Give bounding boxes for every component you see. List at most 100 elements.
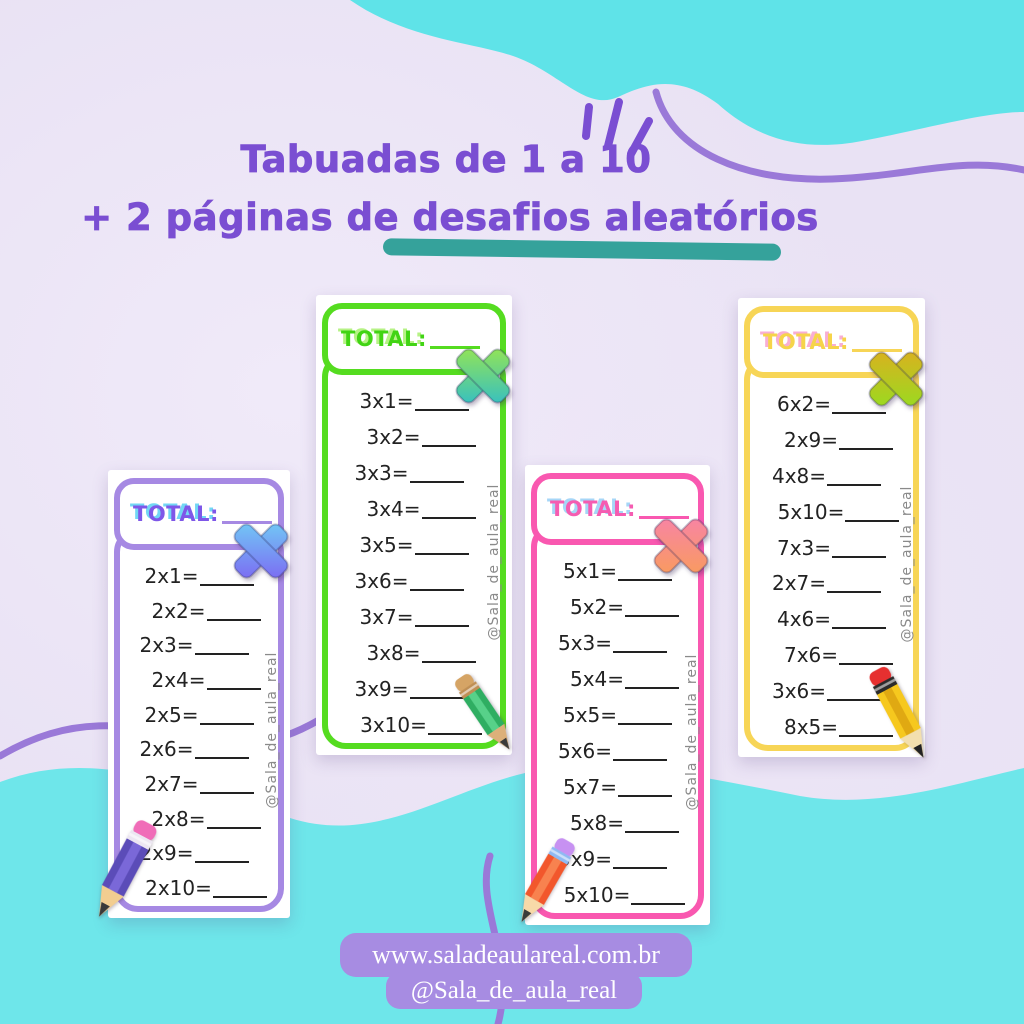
pencil-icon xyxy=(455,673,510,750)
answer-blank xyxy=(194,752,249,760)
equation-row: 3x2= xyxy=(331,427,511,447)
answer-blank xyxy=(839,730,894,737)
watermark-vertical: @Sala_de_aula_real xyxy=(264,651,280,809)
equation-text: 3x1= xyxy=(359,389,414,413)
worksheet-card: TOTAL: 2x1= 2x2= 2x3= 2x4= 2x5= 2x xyxy=(99,470,290,918)
equation-row: 5x3= xyxy=(528,633,697,653)
equation-text: 3x3= xyxy=(354,461,409,485)
answer-blank xyxy=(199,787,254,794)
equation-text: 2x8= xyxy=(151,806,206,831)
equation-text: 3x4= xyxy=(366,497,421,521)
equation-text: 5x3= xyxy=(557,631,613,655)
answer-blank xyxy=(839,443,894,450)
equation-row: 8x5= xyxy=(753,717,924,737)
equation-row: 5x7= xyxy=(533,777,702,797)
answer-blank xyxy=(618,574,673,581)
equation-row: 5x6= xyxy=(528,741,697,761)
watermark-vertical: @Sala_de_aula_real xyxy=(486,483,502,641)
answer-blank xyxy=(206,683,261,690)
total-label: TOTAL: xyxy=(550,497,636,521)
equation-text: 5x10= xyxy=(563,883,631,907)
equation-row: 5x5= xyxy=(533,705,702,725)
website-pill: www.saladeaulareal.com.br xyxy=(340,933,692,977)
equation-row: 3x8= xyxy=(331,643,511,663)
answer-blank xyxy=(827,586,882,594)
equation-row: 2x9= xyxy=(111,841,277,866)
answer-blank xyxy=(845,515,900,522)
equation-row: 7x6= xyxy=(753,645,924,666)
multiplication-x-icon xyxy=(455,348,511,404)
answer-blank xyxy=(631,898,686,905)
answer-blank xyxy=(206,614,261,621)
squiggle-line-top-right xyxy=(652,88,1024,183)
equation-row: 2x10= xyxy=(123,878,289,898)
equation-row: 3x5= xyxy=(324,535,504,555)
equation-row: 5x1= xyxy=(533,561,702,581)
page-title: Tabuadas de 1 a 10 xyxy=(240,138,652,182)
equation-text: 2x4= xyxy=(151,667,206,692)
equation-row: 3x1= xyxy=(324,391,504,411)
equation-row: 2x6= xyxy=(111,737,277,762)
equation-text: 6x2= xyxy=(776,392,832,416)
equation-text: 2x9= xyxy=(783,427,839,452)
equation-row: 5x10= xyxy=(753,502,924,522)
equation-text: 3x6= xyxy=(771,679,827,703)
equation-row: 2x7= xyxy=(116,774,282,794)
equation-row: 3x7= xyxy=(324,607,504,627)
equation-row: 4x6= xyxy=(746,607,917,632)
equation-row: 3x3= xyxy=(319,463,499,483)
answer-blank xyxy=(409,476,464,483)
equation-text: 2x9= xyxy=(139,841,194,866)
equation-text: 3x7= xyxy=(359,605,414,629)
pencil-icon xyxy=(99,819,157,917)
answer-blank xyxy=(414,404,469,411)
answer-blank xyxy=(421,440,476,447)
equation-row: 2x8= xyxy=(123,809,289,829)
multiplication-x-icon xyxy=(868,351,924,407)
equation-text: 2x10= xyxy=(145,875,212,900)
equation-row: 2x5= xyxy=(116,705,282,725)
equation-row: 6x2= xyxy=(746,394,917,414)
equation-text: 5x8= xyxy=(569,811,625,835)
answer-blank xyxy=(421,512,476,519)
equation-text: 3x5= xyxy=(359,533,414,557)
equation-row: 2x4= xyxy=(123,670,289,690)
answer-blank xyxy=(414,548,469,555)
equation-text: 5x2= xyxy=(569,595,625,619)
total-header-box: TOTAL: xyxy=(531,473,704,545)
equation-row: 2x7= xyxy=(741,573,912,594)
equation-text: 5x1= xyxy=(562,559,618,583)
total-label: TOTAL: xyxy=(133,502,219,526)
equation-text: 4x8= xyxy=(771,463,827,488)
equation-text: 5x5= xyxy=(562,703,618,727)
answer-blank xyxy=(212,891,267,898)
answer-blank xyxy=(832,622,887,630)
equation-row: 4x8= xyxy=(741,466,912,486)
equation-text: 8x5= xyxy=(783,714,839,739)
answer-blank xyxy=(199,718,254,725)
total-answer-blank xyxy=(851,333,902,352)
equation-text: 3x8= xyxy=(366,641,421,665)
instagram-handle-pill: @Sala_de_aula_real xyxy=(386,972,642,1009)
turquoise-blob-top xyxy=(350,0,1024,145)
worksheet-card: TOTAL: 5x1= 5x2= 5x3= 5x4= 5x5= 5x xyxy=(521,465,710,925)
pencil-icon xyxy=(869,667,924,759)
total-answer-blank xyxy=(221,505,272,524)
equation-row: 5x2= xyxy=(540,597,709,617)
total-label: TOTAL: xyxy=(763,330,849,354)
answer-blank xyxy=(832,551,887,558)
total-answer-blank xyxy=(429,330,480,349)
equation-row: 5x10= xyxy=(540,885,709,905)
website-url: www.saladeaulareal.com.br xyxy=(372,940,660,969)
equation-text: 5x7= xyxy=(562,775,618,799)
equation-row: 3x6= xyxy=(741,681,912,701)
equation-text: 2x6= xyxy=(139,737,194,762)
equation-list: 2x1= 2x2= 2x3= 2x4= 2x5= 2x6= 2x7= 2x8= … xyxy=(116,566,282,898)
equation-row: 3x10= xyxy=(331,715,511,735)
equation-text: 4x6= xyxy=(776,607,832,632)
answer-blank xyxy=(839,658,894,666)
watermark-vertical: @Sala_de_aula_real xyxy=(899,485,915,643)
page-subtitle: + 2 páginas de desafios aleatórios xyxy=(81,196,819,240)
answer-blank xyxy=(199,579,254,586)
equation-row: 2x9= xyxy=(753,430,924,450)
